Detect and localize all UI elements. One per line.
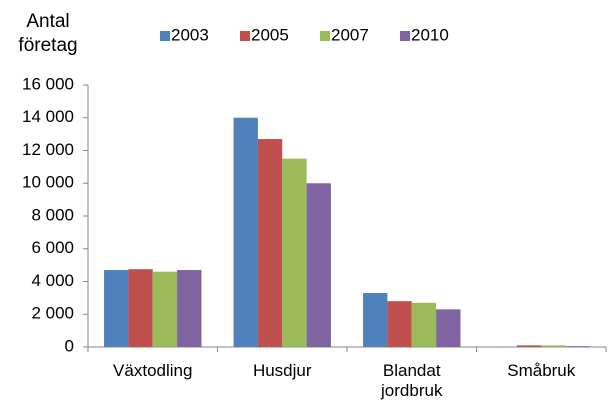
bar bbox=[177, 270, 202, 347]
bar bbox=[436, 309, 461, 347]
bar bbox=[541, 345, 566, 347]
bar bbox=[411, 302, 437, 347]
y-tick-label: 14 000 bbox=[22, 107, 74, 126]
legend-label: 2003 bbox=[171, 25, 209, 44]
bar bbox=[152, 271, 178, 347]
bar bbox=[257, 139, 283, 347]
y-tick-label: 16 000 bbox=[22, 74, 74, 93]
bar bbox=[363, 292, 388, 347]
x-tick-label: Småbruk bbox=[507, 361, 576, 380]
legend-label: 2007 bbox=[331, 25, 369, 44]
y-tick-label: 2 000 bbox=[31, 304, 74, 323]
y-tick-label: 12 000 bbox=[22, 140, 74, 159]
bar bbox=[233, 117, 258, 347]
bar bbox=[128, 269, 153, 347]
y-tick-label: 10 000 bbox=[22, 173, 74, 192]
y-tick-label: 8 000 bbox=[31, 205, 74, 224]
legend-swatch bbox=[160, 31, 170, 41]
bar bbox=[306, 183, 331, 347]
bar bbox=[282, 158, 307, 347]
bar bbox=[516, 345, 542, 347]
x-tick-label: Blandat jordbruk bbox=[381, 361, 443, 400]
y-tick-label: 6 000 bbox=[31, 238, 74, 257]
y-tick-label: 0 bbox=[65, 336, 74, 355]
bar bbox=[387, 301, 412, 347]
x-tick-label: Husdjur bbox=[252, 361, 312, 380]
y-tick-label: 4 000 bbox=[31, 271, 74, 290]
bar bbox=[104, 270, 129, 347]
bar bbox=[565, 346, 590, 347]
legend-swatch bbox=[400, 31, 410, 41]
x-tick-label: Växtodling bbox=[113, 361, 193, 380]
legend-label: 2005 bbox=[251, 25, 289, 44]
legend-label: 2010 bbox=[411, 25, 449, 44]
legend-swatch bbox=[320, 31, 330, 41]
legend-swatch bbox=[240, 31, 250, 41]
y-axis-label: Antal företag bbox=[18, 11, 78, 56]
